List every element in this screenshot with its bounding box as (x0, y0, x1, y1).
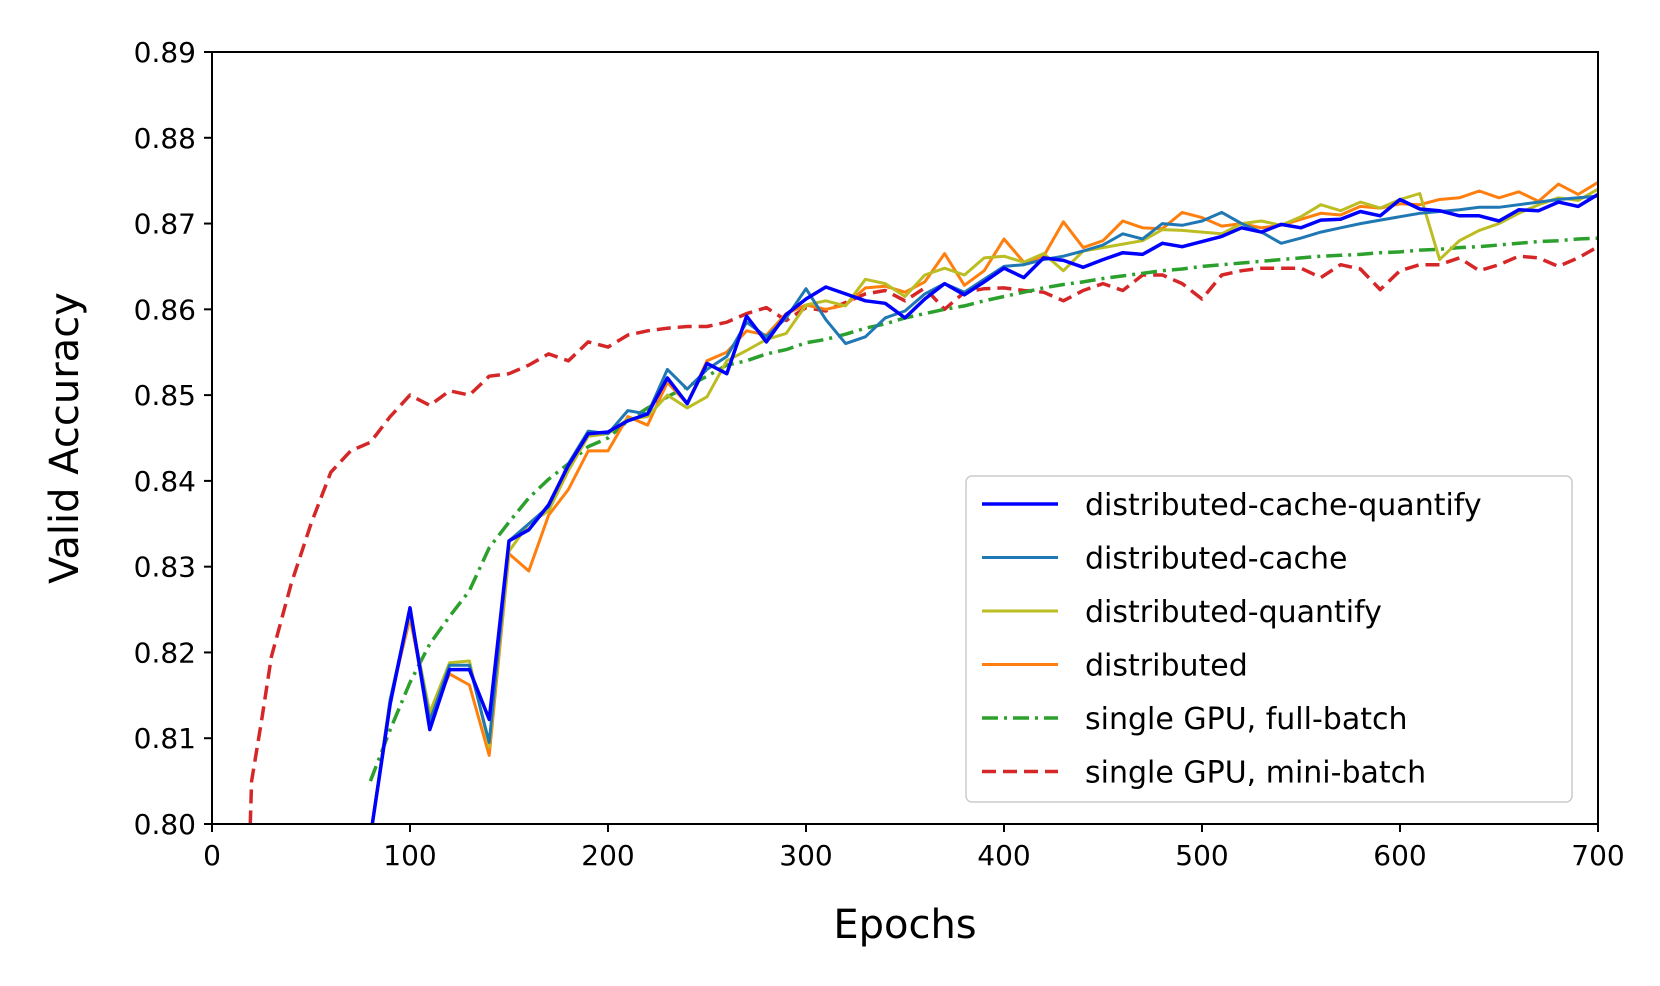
legend-label: single GPU, mini-batch (1085, 756, 1426, 791)
series-line-single-gpu-full-batch (368, 236, 1598, 782)
legend-label: single GPU, full-batch (1085, 702, 1408, 737)
legend: distributed-cache-quantify distributed-ca… (965, 475, 1573, 803)
legend-label: distributed-cache (1085, 542, 1347, 577)
y-tick-label: 0.81 (134, 722, 196, 755)
y-tick-label: 0.86 (134, 293, 196, 326)
legend-box (965, 475, 1573, 803)
legend-label: distributed (1085, 649, 1248, 684)
y-tick-label: 0.88 (134, 122, 196, 155)
y-tick-label: 0.83 (134, 551, 196, 584)
x-tick-label: 600 (1373, 839, 1426, 872)
x-tick-label: 200 (581, 839, 634, 872)
y-tick-label: 0.89 (134, 36, 196, 69)
x-axis: 0 100 200 300 400 500 600 700 (203, 824, 1625, 872)
y-tick-label: 0.84 (134, 465, 196, 498)
plot-frame (211, 51, 1599, 825)
y-tick-label: 0.85 (134, 379, 196, 412)
series-line-single-gpu-mini-batch (248, 245, 1598, 824)
y-tick-label: 0.80 (134, 808, 196, 841)
y-axis-title: Valid Accuracy (42, 292, 88, 584)
x-tick-label: 0 (203, 839, 221, 872)
x-axis-title: Epochs (833, 902, 976, 948)
series-line-distributed-quantify (370, 187, 1598, 824)
y-tick-label: 0.82 (134, 636, 196, 669)
x-tick-label: 500 (1175, 839, 1228, 872)
x-tick-label: 300 (779, 839, 832, 872)
x-tick-label: 100 (383, 839, 436, 872)
x-tick-label: 400 (977, 839, 1030, 872)
series-line-distributed-cache-quantify (370, 192, 1598, 824)
legend-label: distributed-quantify (1085, 595, 1382, 630)
y-axis: 0.80 0.81 0.82 0.83 0.84 0.85 0.86 0.87 0.88 0.89 (134, 36, 212, 841)
x-tick-label: 700 (1571, 839, 1624, 872)
series-layer (248, 181, 1598, 824)
legend-label: distributed-cache-quantify (1085, 488, 1482, 523)
y-tick-label: 0.87 (134, 208, 196, 241)
